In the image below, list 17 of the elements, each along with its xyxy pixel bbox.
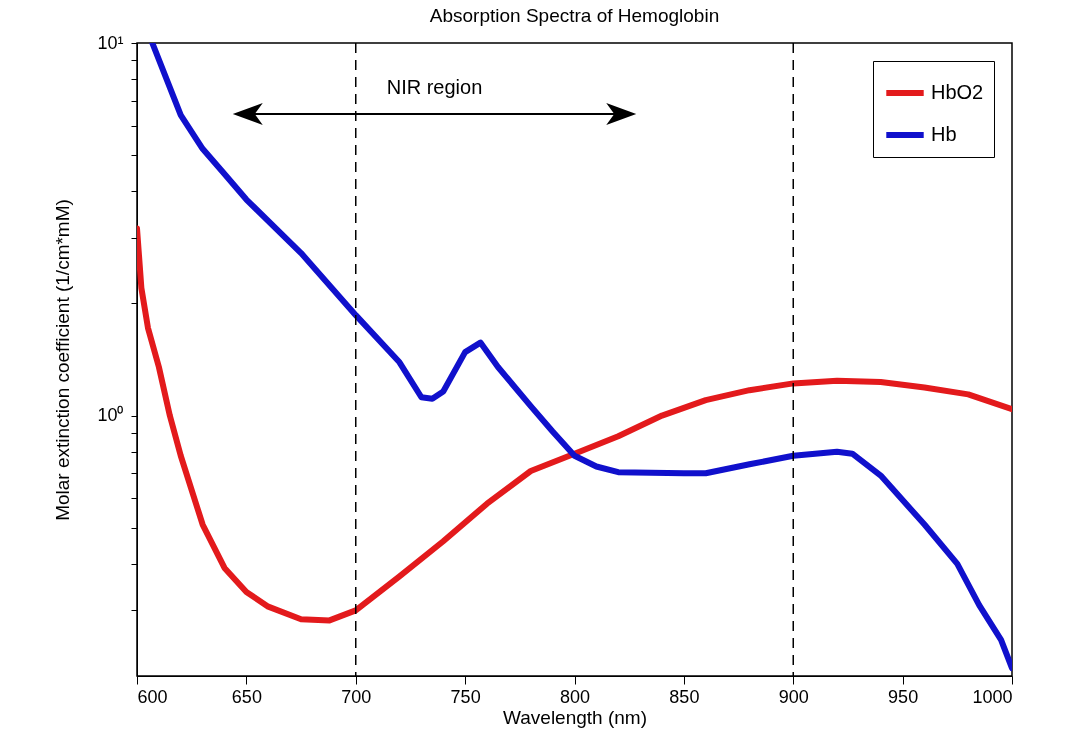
x-tick-label: 700 — [341, 686, 372, 707]
chart-title: Absorption Spectra of Hemoglobin — [429, 5, 720, 26]
y-tick-label: 10¹ — [97, 32, 124, 53]
x-tick-label: 1000 — [972, 686, 1013, 707]
x-tick-label: 650 — [231, 686, 262, 707]
x-tick-label: 900 — [778, 686, 809, 707]
y-tick-label: 10⁰ — [97, 405, 124, 426]
x-axis-title: Wavelength (nm) — [503, 706, 647, 728]
x-tick-label: 950 — [888, 686, 919, 707]
annotation: NIR region — [386, 75, 483, 98]
legend-label: Hb — [931, 123, 957, 145]
x-tick-label: 850 — [669, 686, 700, 707]
x-tick-label: 600 — [137, 686, 168, 707]
x-tick-label: 800 — [559, 686, 591, 707]
y-axis-title: Molar extinction coefficient (1/cm*mM) — [52, 199, 74, 521]
x-tick-label: 750 — [450, 686, 481, 707]
legend-label: HbO2 — [931, 81, 984, 103]
